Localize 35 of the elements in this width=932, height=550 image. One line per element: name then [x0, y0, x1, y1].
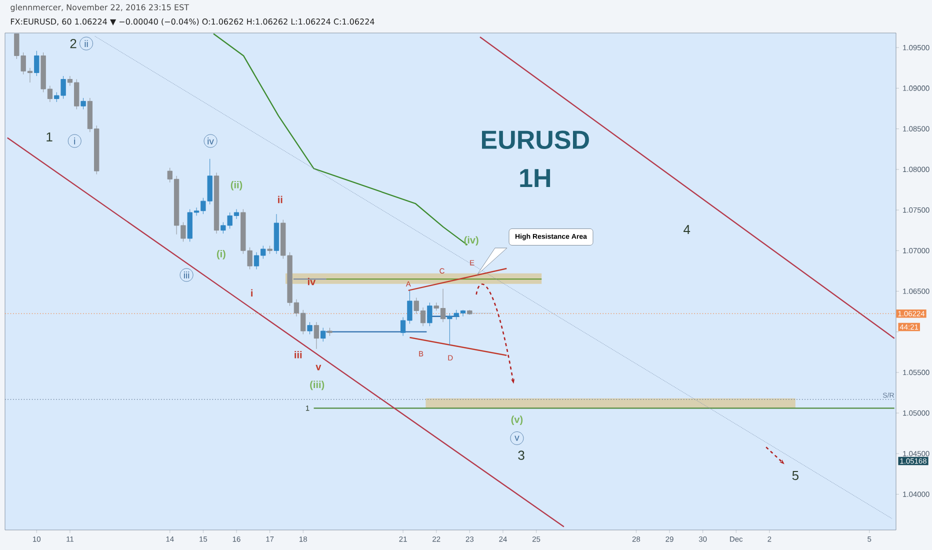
annotation: 3 [518, 450, 524, 460]
annotation: ii [84, 40, 88, 47]
text: 1H [520, 169, 550, 188]
annotation: iii [184, 272, 190, 278]
annotation: (ii) [230, 180, 242, 190]
annotation: (i) [216, 250, 226, 260]
candlestick [320, 328, 326, 342]
candlestick [80, 98, 86, 110]
candlestick [427, 302, 432, 326]
candlestick [467, 310, 472, 316]
annotation: v [514, 436, 520, 441]
candlestick [34, 50, 40, 76]
annotation: ii [278, 196, 282, 204]
annotation: iv [208, 138, 214, 144]
candlestick [327, 328, 332, 336]
candlestick [314, 322, 320, 350]
annotation: 1 [46, 132, 52, 142]
candlestick [307, 322, 312, 335]
candlestick [214, 172, 220, 234]
annotation: (iv) [464, 236, 478, 246]
annotation: (iii) [310, 380, 324, 390]
annotation: (v) [511, 416, 523, 426]
annotation: iv [308, 278, 316, 286]
candlestick [274, 214, 280, 254]
candlestick [267, 246, 272, 254]
annotation: 2 [70, 39, 76, 48]
annotation: v [316, 364, 322, 370]
text: glennmercer, November 22, 2016 23:15 EST [10, 4, 190, 12]
annotation: i [74, 138, 76, 144]
annotation: 5 [792, 471, 798, 480]
text: FX:EURUSD, 60 1.06224 ▼ −0.00040 (−0.04%) O:1.06262 H:1.06262 L:1.06224 C:1.06224 [10, 18, 374, 26]
annotation: iii [294, 350, 302, 358]
text: EURUSD [482, 130, 589, 150]
annotation: i [251, 289, 253, 296]
annotation: 4 [684, 225, 690, 234]
